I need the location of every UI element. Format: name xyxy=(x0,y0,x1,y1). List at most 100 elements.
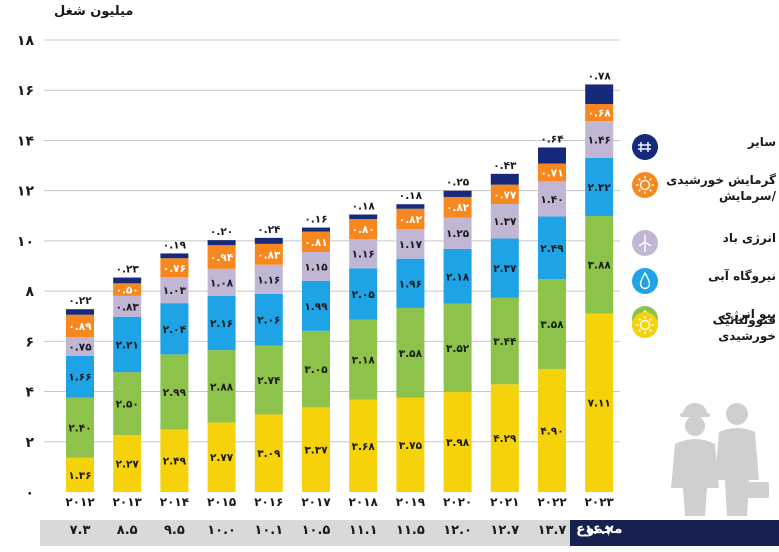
bar-segment xyxy=(66,314,94,338)
data-label: ۳.۶۸ xyxy=(352,441,376,453)
legend-label: فتوولتائیک خورشیدی xyxy=(712,313,776,343)
data-label: ۰.۲۴ xyxy=(257,224,281,236)
bar-segment xyxy=(585,216,614,314)
data-label: ۰.۸۹ xyxy=(68,321,92,333)
bar-segment xyxy=(66,337,94,356)
data-label: ۳.۵۲ xyxy=(446,343,470,355)
data-label: ۱.۰۳ xyxy=(163,285,187,297)
bar-segment xyxy=(349,319,378,400)
y-tick-label: ۲ xyxy=(25,435,34,451)
data-label: ۰.۸۲ xyxy=(446,202,470,214)
bar-segment xyxy=(443,392,472,492)
bar-segment xyxy=(396,229,425,259)
bar-segment xyxy=(160,354,189,430)
x-tick-label: ۲۰۱۶ xyxy=(254,495,283,509)
total-value: ۱۶.۲ xyxy=(584,523,614,538)
bar-segment xyxy=(349,219,378,240)
bar-segment xyxy=(585,313,614,492)
data-label: ۳.۹۸ xyxy=(446,437,470,449)
data-label: ۰.۷۸ xyxy=(588,70,612,82)
data-label: ۰.۸۰ xyxy=(352,224,375,236)
bar-segment xyxy=(538,147,566,164)
x-tick-label: ۲۰۲۲ xyxy=(537,495,567,509)
x-tick-label: ۲۰۲۰ xyxy=(443,495,472,509)
totals-label: مجموع xyxy=(576,521,623,537)
data-label: ۲.۳۷ xyxy=(493,263,517,275)
data-label: ۳.۴۴ xyxy=(493,336,517,348)
data-label: ۲.۸۸ xyxy=(210,381,234,393)
data-label: ۳.۰۹ xyxy=(257,448,281,460)
bar-segment xyxy=(490,184,519,204)
sun-icon xyxy=(632,312,658,338)
data-label: ۰.۱۸ xyxy=(352,201,376,213)
data-label: ۰.۷۷ xyxy=(493,189,517,201)
bar-segment xyxy=(443,248,472,304)
data-label: ۲.۱۶ xyxy=(210,318,233,330)
data-label: ۲.۵۰ xyxy=(116,399,139,411)
bar-segment xyxy=(538,368,566,492)
bar-segment xyxy=(302,280,330,331)
x-tick-label: ۲۰۱۵ xyxy=(207,495,236,509)
bar-segment xyxy=(443,217,472,249)
data-label: ۰.۲۲ xyxy=(68,295,92,307)
data-label: ۲.۹۹ xyxy=(163,387,187,399)
bar-segment xyxy=(538,279,566,369)
data-label: ۲.۱۸ xyxy=(446,271,470,283)
bar-segment xyxy=(207,240,236,246)
data-label: ۳.۱۸ xyxy=(352,355,376,367)
total-value: ۱۱.۵ xyxy=(396,523,425,538)
data-label: ۳.۰۵ xyxy=(304,364,328,376)
bar-segment xyxy=(113,295,142,317)
y-tick-label: ۱۲ xyxy=(17,184,35,200)
bar-segment xyxy=(538,216,566,280)
y-axis-title: میلیون شغل xyxy=(54,4,134,19)
workers-illustration xyxy=(671,403,769,516)
total-value: ۱۰.۰ xyxy=(207,523,236,538)
bar-segment xyxy=(490,238,519,298)
bar-segment xyxy=(113,372,142,435)
data-label: ۱.۴۶ xyxy=(588,134,611,146)
x-tick-label: ۲۰۱۹ xyxy=(396,495,426,509)
total-value: ۷.۳ xyxy=(69,523,91,538)
bar-segment xyxy=(160,303,189,355)
data-label: ۱.۳۷ xyxy=(493,216,517,228)
data-label: ۱.۲۵ xyxy=(446,228,470,240)
data-label: ۱.۱۶ xyxy=(352,249,375,261)
total-value: ۱۳.۷ xyxy=(537,523,567,538)
x-tick-label: ۲۰۱۷ xyxy=(301,495,331,509)
bar-segment xyxy=(207,350,236,423)
total-value: ۱۲.۰ xyxy=(443,523,472,538)
bar-segment xyxy=(207,268,236,296)
bar-segment xyxy=(302,251,330,281)
data-label: ۰.۹۴ xyxy=(210,252,234,264)
bar-segment xyxy=(160,253,189,259)
bar-segment xyxy=(302,330,330,408)
data-label: ۰.۶۸ xyxy=(588,108,612,120)
legend-label: بیو انرژی xyxy=(720,307,776,321)
data-label: ۰.۷۶ xyxy=(163,263,186,275)
data-label: ۱.۱۷ xyxy=(399,239,423,251)
bar-segment xyxy=(585,157,614,217)
legend-label: سایر xyxy=(747,135,776,149)
bar-segment xyxy=(302,227,330,232)
bar-segment xyxy=(113,316,142,373)
data-label: ۲.۰۶ xyxy=(257,315,280,327)
data-label: ۱.۱۵ xyxy=(304,261,328,273)
total-value: ۱۰.۵ xyxy=(301,523,331,538)
bar-segment xyxy=(254,293,283,346)
legend-label: نیروگاه آبی xyxy=(708,269,776,283)
totals-highlight xyxy=(570,520,779,546)
bar-segment xyxy=(160,429,189,492)
bar-segment xyxy=(396,307,425,398)
data-label: ۰.۲۵ xyxy=(446,177,470,189)
data-label: ۲.۴۰ xyxy=(68,423,91,435)
bar-segment xyxy=(490,173,519,185)
data-label: ۰.۲۳ xyxy=(116,264,140,276)
x-tick-label: ۲۰۱۳ xyxy=(113,495,143,509)
data-label: ۰.۴۳ xyxy=(493,160,517,172)
data-label: ۰.۱۶ xyxy=(304,214,327,226)
bar-segment xyxy=(538,181,566,217)
data-label: ۱.۶۶ xyxy=(68,372,91,384)
data-label: ۴.۹۰ xyxy=(540,425,563,437)
